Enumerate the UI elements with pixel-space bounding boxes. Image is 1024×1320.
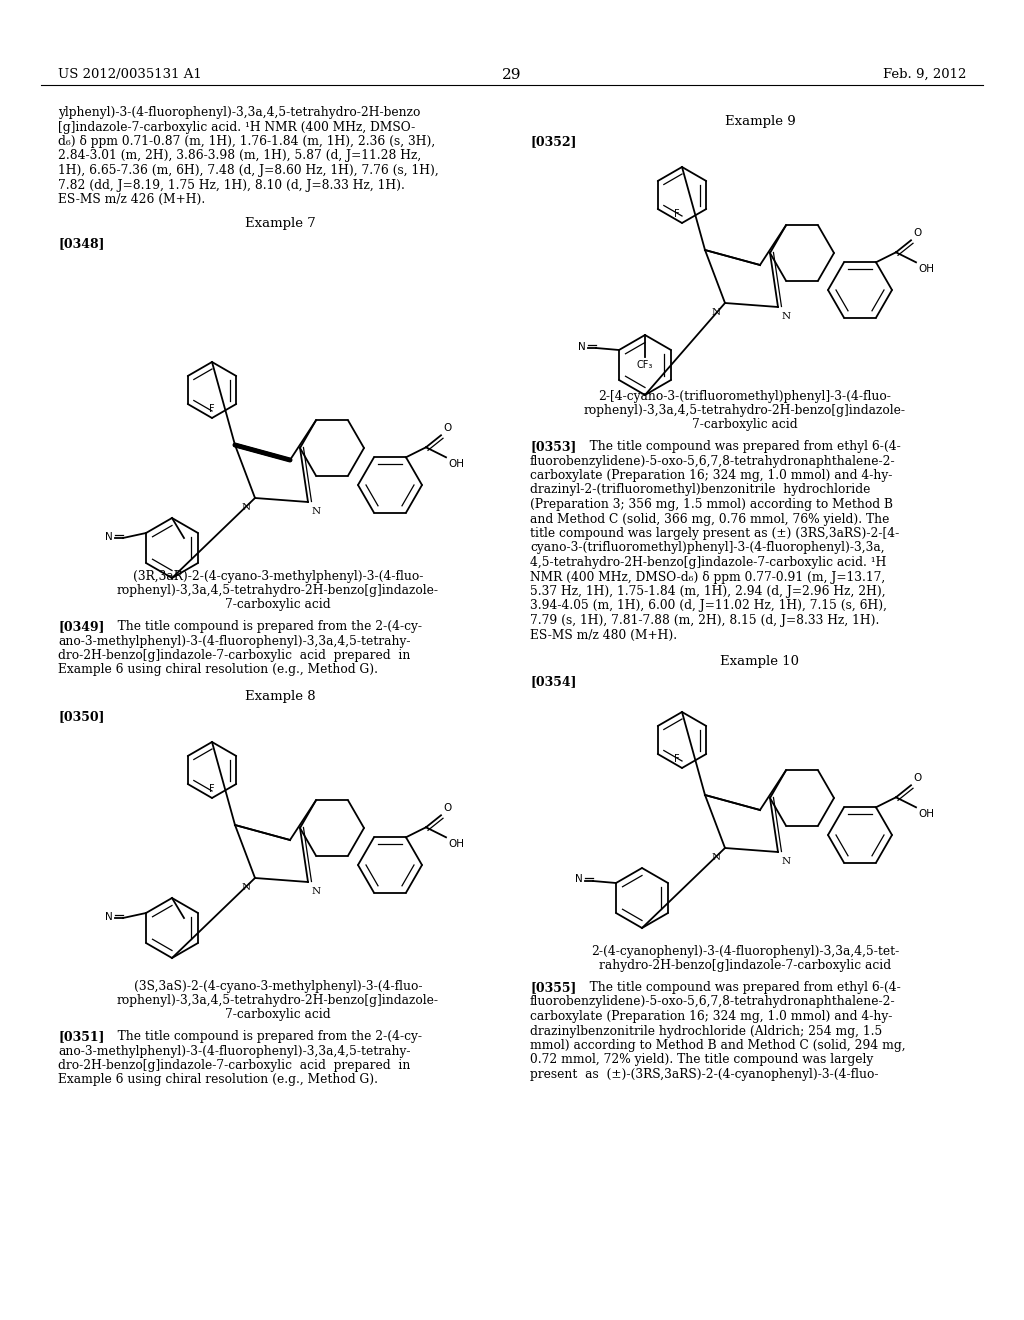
Text: (Preparation 3; 356 mg, 1.5 mmol) according to Method B: (Preparation 3; 356 mg, 1.5 mmol) accord… [530,498,893,511]
Text: ES-MS m/z 426 (M+H).: ES-MS m/z 426 (M+H). [58,193,205,206]
Text: F: F [209,784,215,795]
Text: CF₃: CF₃ [637,360,653,370]
Text: Feb. 9, 2012: Feb. 9, 2012 [883,69,966,81]
Text: OH: OH [918,264,934,275]
Text: rahydro-2H-benzo[g]indazole-7-carboxylic acid: rahydro-2H-benzo[g]indazole-7-carboxylic… [599,960,891,972]
Text: rophenyl)-3,3a,4,5-tetrahydro-2H-benzo[g]indazole-: rophenyl)-3,3a,4,5-tetrahydro-2H-benzo[g… [117,583,439,597]
Text: [0355]: [0355] [530,981,577,994]
Text: 4,5-tetrahydro-2H-benzo[g]indazole-7-carboxylic acid. ¹H: 4,5-tetrahydro-2H-benzo[g]indazole-7-car… [530,556,887,569]
Text: N: N [712,308,721,317]
Text: N: N [782,312,792,321]
Text: rophenyl)-3,3a,4,5-tetrahydro-2H-benzo[g]indazole-: rophenyl)-3,3a,4,5-tetrahydro-2H-benzo[g… [117,994,439,1007]
Text: [0352]: [0352] [530,135,577,148]
Text: Example 8: Example 8 [245,690,315,704]
Text: carboxylate (Preparation 16; 324 mg, 1.0 mmol) and 4-hy-: carboxylate (Preparation 16; 324 mg, 1.0… [530,1010,892,1023]
Text: drazinyl-2-(trifluoromethyl)benzonitrile  hydrochloride: drazinyl-2-(trifluoromethyl)benzonitrile… [530,483,870,496]
Text: N: N [105,912,113,921]
Text: [0354]: [0354] [530,675,577,688]
Text: O: O [443,804,452,813]
Text: 29: 29 [502,69,522,82]
Text: Example 6 using chiral resolution (e.g., Method G).: Example 6 using chiral resolution (e.g.,… [58,664,378,676]
Text: fluorobenzylidene)-5-oxo-5,6,7,8-tetrahydronaphthalene-2-: fluorobenzylidene)-5-oxo-5,6,7,8-tetrahy… [530,995,896,1008]
Text: O: O [913,228,922,239]
Text: dro-2H-benzo[g]indazole-7-carboxylic  acid  prepared  in: dro-2H-benzo[g]indazole-7-carboxylic aci… [58,1059,411,1072]
Text: [g]indazole-7-carboxylic acid. ¹H NMR (400 MHz, DMSO-: [g]indazole-7-carboxylic acid. ¹H NMR (4… [58,120,416,133]
Text: 7-carboxylic acid: 7-carboxylic acid [225,598,331,611]
Text: N: N [312,507,322,516]
Text: 0.72 mmol, 72% yield). The title compound was largely: 0.72 mmol, 72% yield). The title compoun… [530,1053,873,1067]
Text: NMR (400 MHz, DMSO-d₆) δ ppm 0.77-0.91 (m, J=13.17,: NMR (400 MHz, DMSO-d₆) δ ppm 0.77-0.91 (… [530,570,886,583]
Text: mmol) according to Method B and Method C (solid, 294 mg,: mmol) according to Method B and Method C… [530,1039,905,1052]
Text: 7.82 (dd, J=8.19, 1.75 Hz, 1H), 8.10 (d, J=8.33 Hz, 1H).: 7.82 (dd, J=8.19, 1.75 Hz, 1H), 8.10 (d,… [58,178,404,191]
Text: d₆) δ ppm 0.71-0.87 (m, 1H), 1.76-1.84 (m, 1H), 2.36 (s, 3H),: d₆) δ ppm 0.71-0.87 (m, 1H), 1.76-1.84 (… [58,135,435,148]
Text: [0350]: [0350] [58,710,104,723]
Text: N: N [242,883,251,892]
Text: 2-[4-cyano-3-(trifluoromethyl)phenyl]-3-(4-fluo-: 2-[4-cyano-3-(trifluoromethyl)phenyl]-3-… [599,389,892,403]
Text: dro-2H-benzo[g]indazole-7-carboxylic  acid  prepared  in: dro-2H-benzo[g]indazole-7-carboxylic aci… [58,649,411,663]
Text: The title compound was prepared from ethyl 6-(4-: The title compound was prepared from eth… [578,981,901,994]
Text: 7.79 (s, 1H), 7.81-7.88 (m, 2H), 8.15 (d, J=8.33 Hz, 1H).: 7.79 (s, 1H), 7.81-7.88 (m, 2H), 8.15 (d… [530,614,880,627]
Text: OH: OH [449,459,464,470]
Text: (3S,3aS)-2-(4-cyano-3-methylphenyl)-3-(4-fluo-: (3S,3aS)-2-(4-cyano-3-methylphenyl)-3-(4… [134,979,422,993]
Text: N: N [782,857,792,866]
Text: present  as  (±)-(3RS,3aRS)-2-(4-cyanophenyl)-3-(4-fluo-: present as (±)-(3RS,3aRS)-2-(4-cyanophen… [530,1068,879,1081]
Text: OH: OH [918,809,934,820]
Text: [0349]: [0349] [58,620,104,634]
Text: cyano-3-(trifluoromethyl)phenyl]-3-(4-fluorophenyl)-3,3a,: cyano-3-(trifluoromethyl)phenyl]-3-(4-fl… [530,541,885,554]
Text: [0351]: [0351] [58,1030,104,1043]
Text: Example 7: Example 7 [245,218,315,231]
Text: N: N [312,887,322,896]
Text: 7-carboxylic acid: 7-carboxylic acid [225,1008,331,1020]
Text: title compound was largely present as (±) (3RS,3aRS)-2-[4-: title compound was largely present as (±… [530,527,899,540]
Text: F: F [675,754,680,764]
Text: drazinylbenzonitrile hydrochloride (Aldrich; 254 mg, 1.5: drazinylbenzonitrile hydrochloride (Aldr… [530,1024,883,1038]
Text: F: F [209,404,215,414]
Text: ano-3-methylphenyl)-3-(4-fluorophenyl)-3,3a,4,5-tetrahy-: ano-3-methylphenyl)-3-(4-fluorophenyl)-3… [58,635,411,648]
Text: 7-carboxylic acid: 7-carboxylic acid [692,418,798,432]
Text: rophenyl)-3,3a,4,5-tetrahydro-2H-benzo[g]indazole-: rophenyl)-3,3a,4,5-tetrahydro-2H-benzo[g… [584,404,906,417]
Text: O: O [443,424,452,433]
Text: N: N [105,532,113,541]
Text: OH: OH [449,840,464,849]
Text: Example 6 using chiral resolution (e.g., Method G).: Example 6 using chiral resolution (e.g.,… [58,1073,378,1086]
Text: ylphenyl)-3-(4-fluorophenyl)-3,3a,4,5-tetrahydro-2H-benzo: ylphenyl)-3-(4-fluorophenyl)-3,3a,4,5-te… [58,106,421,119]
Text: ES-MS m/z 480 (M+H).: ES-MS m/z 480 (M+H). [530,628,677,642]
Text: The title compound is prepared from the 2-(4-cy-: The title compound is prepared from the … [106,1030,422,1043]
Text: 1H), 6.65-7.36 (m, 6H), 7.48 (d, J=8.60 Hz, 1H), 7.76 (s, 1H),: 1H), 6.65-7.36 (m, 6H), 7.48 (d, J=8.60 … [58,164,438,177]
Text: 5.37 Hz, 1H), 1.75-1.84 (m, 1H), 2.94 (d, J=2.96 Hz, 2H),: 5.37 Hz, 1H), 1.75-1.84 (m, 1H), 2.94 (d… [530,585,886,598]
Text: [0348]: [0348] [58,238,104,251]
Text: and Method C (solid, 366 mg, 0.76 mmol, 76% yield). The: and Method C (solid, 366 mg, 0.76 mmol, … [530,512,890,525]
Text: (3R,3aR)-2-(4-cyano-3-methylphenyl)-3-(4-fluo-: (3R,3aR)-2-(4-cyano-3-methylphenyl)-3-(4… [133,570,423,583]
Text: fluorobenzylidene)-5-oxo-5,6,7,8-tetrahydronaphthalene-2-: fluorobenzylidene)-5-oxo-5,6,7,8-tetrahy… [530,454,896,467]
Text: N: N [712,853,721,862]
Text: 2.84-3.01 (m, 2H), 3.86-3.98 (m, 1H), 5.87 (d, J=11.28 Hz,: 2.84-3.01 (m, 2H), 3.86-3.98 (m, 1H), 5.… [58,149,421,162]
Text: The title compound was prepared from ethyl 6-(4-: The title compound was prepared from eth… [578,440,901,453]
Text: 2-(4-cyanophenyl)-3-(4-fluorophenyl)-3,3a,4,5-tet-: 2-(4-cyanophenyl)-3-(4-fluorophenyl)-3,3… [591,945,899,958]
Text: [0353]: [0353] [530,440,577,453]
Text: O: O [913,774,922,783]
Text: carboxylate (Preparation 16; 324 mg, 1.0 mmol) and 4-hy-: carboxylate (Preparation 16; 324 mg, 1.0… [530,469,892,482]
Text: N: N [579,342,586,351]
Text: N: N [575,874,583,884]
Text: Example 10: Example 10 [721,655,800,668]
Text: US 2012/0035131 A1: US 2012/0035131 A1 [58,69,202,81]
Text: The title compound is prepared from the 2-(4-cy-: The title compound is prepared from the … [106,620,422,634]
Text: ano-3-methylphenyl)-3-(4-fluorophenyl)-3,3a,4,5-tetrahy-: ano-3-methylphenyl)-3-(4-fluorophenyl)-3… [58,1044,411,1057]
Text: N: N [242,503,251,512]
Text: Example 9: Example 9 [725,115,796,128]
Text: F: F [675,209,680,219]
Text: 3.94-4.05 (m, 1H), 6.00 (d, J=11.02 Hz, 1H), 7.15 (s, 6H),: 3.94-4.05 (m, 1H), 6.00 (d, J=11.02 Hz, … [530,599,887,612]
